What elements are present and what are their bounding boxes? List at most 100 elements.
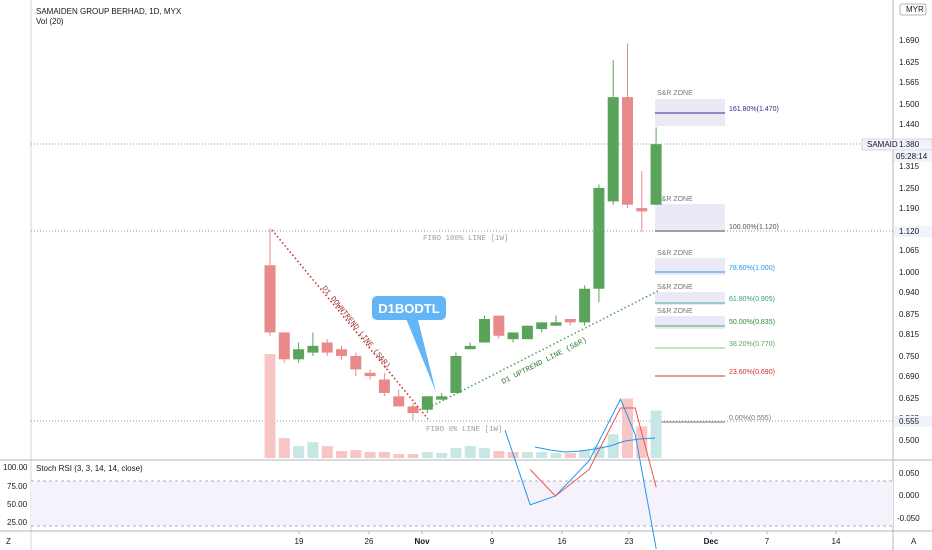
stoch-k-line bbox=[504, 398, 657, 549]
candle-body bbox=[264, 265, 276, 333]
fibo-price-tag: 1.120 bbox=[899, 227, 920, 236]
fib-label-618: 61.80%(0.905) bbox=[729, 296, 775, 303]
fib-label-500: 50.00%(0.835) bbox=[729, 319, 775, 326]
callout-box bbox=[372, 296, 446, 320]
candle-body bbox=[622, 97, 633, 205]
volume-label: Vol (20) bbox=[36, 17, 64, 26]
candle-body bbox=[421, 396, 433, 410]
price-tick: 0.875 bbox=[899, 310, 920, 319]
volume-bar bbox=[321, 446, 333, 458]
sr-zone-3 bbox=[655, 258, 725, 275]
rsi-right-tick-neg050: -0.050 bbox=[897, 514, 920, 523]
candle-body bbox=[479, 318, 490, 343]
sr-zone-label-1: S&R ZONE bbox=[657, 90, 693, 97]
candle-body bbox=[278, 332, 290, 360]
rsi-right-tick-050: 0.050 bbox=[899, 469, 920, 478]
time-tick: 26 bbox=[365, 537, 374, 546]
candle bbox=[336, 345, 347, 360]
volume-bar bbox=[293, 446, 305, 458]
candle bbox=[493, 315, 505, 340]
candle-body bbox=[593, 187, 605, 289]
candle-body bbox=[579, 288, 591, 323]
low-price-tag-bg bbox=[894, 416, 932, 427]
volume-bar bbox=[436, 453, 448, 458]
fib-label-382: 38.20%(0.770) bbox=[729, 341, 775, 348]
time-code-bg bbox=[894, 151, 932, 162]
sr-zone-4 bbox=[655, 292, 725, 305]
candle bbox=[550, 315, 562, 326]
candle bbox=[436, 392, 448, 400]
time-tick: Nov bbox=[414, 537, 430, 546]
price-tick: 0.815 bbox=[899, 330, 920, 339]
callout-pointer bbox=[405, 316, 436, 392]
price-tick: 1.190 bbox=[899, 204, 920, 213]
time-code: 05:28:14 bbox=[896, 152, 928, 161]
volume-bar bbox=[579, 450, 591, 458]
volume-bar bbox=[493, 451, 505, 458]
left-corner-label: Z bbox=[6, 537, 11, 546]
volume-bar bbox=[607, 434, 619, 458]
price-tick: 1.565 bbox=[899, 78, 920, 87]
candle bbox=[622, 43, 633, 209]
candle-body bbox=[378, 379, 390, 393]
candle-body bbox=[336, 349, 347, 356]
rsi-right-tick-000: 0.000 bbox=[899, 491, 920, 500]
price-tick: 1.690 bbox=[899, 36, 920, 45]
rsi-band bbox=[31, 481, 893, 526]
currency-box bbox=[899, 3, 927, 16]
candle bbox=[579, 285, 591, 326]
candlesticks bbox=[264, 43, 662, 420]
candle-body bbox=[564, 318, 576, 323]
candle-body bbox=[550, 322, 562, 326]
candle-body bbox=[307, 345, 319, 353]
candle-body bbox=[464, 345, 476, 350]
rsi-left-tick-100: 100.00 bbox=[3, 463, 28, 472]
candle bbox=[479, 315, 490, 343]
volume-bar bbox=[550, 453, 562, 458]
fib-label-786: 78.60%(1.000) bbox=[729, 265, 775, 272]
sr-zone-label-2: S&R ZONE bbox=[657, 196, 693, 203]
candle-body bbox=[636, 208, 648, 212]
volume-bar bbox=[622, 398, 633, 458]
candle-body bbox=[607, 97, 619, 202]
sr-zone-2 bbox=[655, 204, 725, 232]
rsi-left-tick-25: 25.00 bbox=[7, 518, 28, 527]
candle-body bbox=[436, 396, 448, 400]
low-price-tag: 0.555 bbox=[899, 417, 920, 426]
candle bbox=[650, 127, 662, 205]
candle bbox=[507, 332, 519, 343]
downtrend-line bbox=[271, 229, 429, 420]
candle-body bbox=[450, 355, 462, 393]
fibo-price-tag-bg bbox=[894, 226, 932, 237]
candle bbox=[407, 403, 419, 420]
candle bbox=[378, 372, 390, 397]
price-axis-ticks: 1.6901.6251.5651.5001.4401.3751.3151.250… bbox=[899, 36, 920, 445]
time-tick: Dec bbox=[704, 537, 719, 546]
sr-zone-5 bbox=[655, 316, 725, 329]
price-tick: 1.315 bbox=[899, 162, 920, 171]
right-corner-label: A bbox=[911, 537, 917, 546]
volume-bar bbox=[479, 448, 490, 458]
chart-title: SAMAIDEN GROUP BERHAD, 1D, MYX bbox=[36, 7, 182, 16]
volume-bar bbox=[564, 453, 576, 458]
volume-bar bbox=[421, 452, 433, 458]
volume-bar bbox=[593, 446, 605, 458]
price-tick: 1.440 bbox=[899, 120, 920, 129]
price-tick: 0.690 bbox=[899, 372, 920, 381]
candle-body bbox=[507, 332, 519, 340]
volume-bar bbox=[464, 446, 476, 458]
volume-bars bbox=[264, 354, 662, 458]
ticker-tag-bg bbox=[861, 138, 932, 151]
time-tick: 7 bbox=[765, 537, 770, 546]
candle bbox=[278, 332, 290, 363]
fib-label-0: 0.00%(0.555) bbox=[729, 415, 771, 422]
volume-bar bbox=[450, 448, 462, 458]
currency-label: MYR bbox=[906, 5, 924, 14]
volume-bar bbox=[350, 450, 362, 458]
stoch-d-line bbox=[529, 407, 657, 497]
volume-bar bbox=[364, 452, 376, 458]
time-tick: 23 bbox=[625, 537, 634, 546]
price-tick: 1.250 bbox=[899, 184, 920, 193]
candle bbox=[564, 318, 576, 326]
